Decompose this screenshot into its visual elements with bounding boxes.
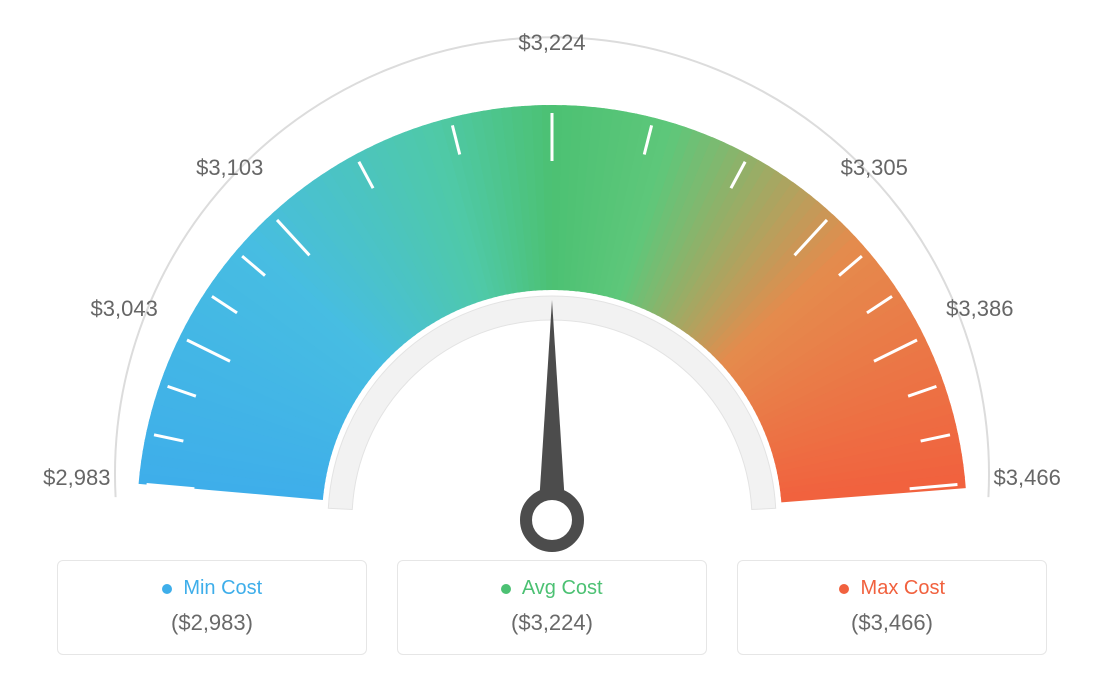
avg-dot-icon <box>501 584 511 594</box>
min-value: ($2,983) <box>70 610 354 636</box>
gauge-tick-label: $3,466 <box>994 465 1061 491</box>
gauge-tick-label: $3,043 <box>91 296 158 322</box>
gauge-tick-label: $3,224 <box>518 30 585 56</box>
max-dot-icon <box>839 584 849 594</box>
gauge-svg <box>0 20 1104 580</box>
max-card-title: Max Cost <box>750 577 1034 600</box>
min-card-title: Min Cost <box>70 577 354 600</box>
max-value: ($3,466) <box>750 610 1034 636</box>
gauge-tick-label: $3,305 <box>841 155 908 181</box>
min-label: Min Cost <box>183 577 262 599</box>
gauge-tick-label: $2,983 <box>43 465 110 491</box>
avg-value: ($3,224) <box>410 610 694 636</box>
avg-label: Avg Cost <box>522 577 603 599</box>
gauge-tick-label: $3,103 <box>196 155 263 181</box>
avg-card-title: Avg Cost <box>410 577 694 600</box>
gauge-chart: $2,983 $3,043 $3,103 $3,224 $3,305 $3,386 $3,4… <box>0 0 1104 560</box>
gauge-tick-label: $3,386 <box>946 296 1013 322</box>
max-label: Max Cost <box>861 577 945 599</box>
min-dot-icon <box>162 584 172 594</box>
